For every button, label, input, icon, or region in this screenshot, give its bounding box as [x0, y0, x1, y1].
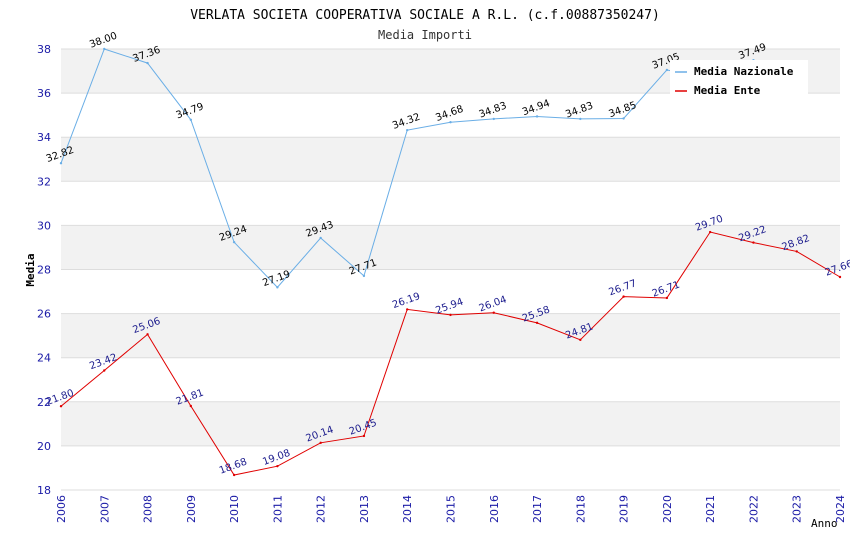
y-tick-label: 30	[37, 219, 51, 232]
band	[61, 445, 840, 490]
data-point-media-ente	[795, 250, 798, 253]
data-point-media-nazionale	[579, 117, 582, 121]
band	[61, 225, 840, 270]
band	[61, 313, 840, 358]
band	[61, 357, 840, 402]
legend: Media Nazionale Media Ente	[670, 60, 808, 97]
data-point-media-ente	[146, 333, 149, 336]
x-tick-label: 2020	[661, 495, 674, 523]
data-point-media-nazionale	[535, 115, 539, 118]
x-tick-label: 2016	[488, 495, 501, 523]
y-tick-label: 24	[37, 352, 51, 365]
x-tick-label: 2012	[315, 495, 328, 523]
x-tick-label: 2006	[55, 495, 68, 523]
x-tick-label: 2019	[618, 495, 631, 523]
x-tick-label: 2009	[185, 495, 198, 523]
y-tick-label: 36	[37, 87, 51, 100]
x-tick-label: 2011	[271, 495, 284, 523]
y-tick-label: 18	[37, 484, 51, 497]
x-axis-ticks: 2006 2007 2008 2009 2010 2011 2012 2013 2014 2015…	[55, 495, 847, 523]
x-tick-label: 2022	[747, 495, 760, 523]
y-tick-label: 20	[37, 440, 51, 453]
data-point-media-ente	[579, 338, 582, 342]
band	[61, 137, 840, 182]
y-tick-label: 38	[37, 43, 51, 56]
legend-box	[670, 60, 808, 96]
data-point-media-nazionale	[449, 121, 452, 124]
data-point-media-ente	[449, 313, 452, 317]
data-point-media-ente	[838, 275, 842, 279]
data-point-media-ente	[752, 241, 755, 244]
data-point-media-ente	[362, 434, 366, 438]
data-point-media-ente	[189, 404, 193, 408]
data-point-media-ente	[59, 405, 63, 408]
y-tick-label: 28	[37, 264, 51, 277]
data-point-media-nazionale	[362, 274, 366, 278]
data-point-media-ente	[103, 369, 106, 372]
data-point-media-ente	[276, 464, 279, 468]
x-tick-label: 2018	[574, 495, 587, 523]
y-axis-ticks: 18 20 22 24 26 28 30 32 34 36 38	[37, 43, 51, 497]
y-tick-label: 22	[37, 396, 51, 409]
x-axis-label: Anno	[811, 517, 838, 530]
data-point-media-ente	[622, 295, 625, 298]
data-point-media-nazionale	[146, 61, 149, 65]
x-tick-label: 2023	[791, 495, 804, 523]
y-tick-label: 26	[37, 308, 51, 321]
data-point-media-nazionale	[622, 117, 625, 120]
data-point-media-ente	[406, 308, 409, 311]
band	[61, 401, 840, 446]
data-label-media-nazionale: 38.00	[88, 31, 119, 51]
data-point-media-ente	[535, 321, 539, 325]
chart-subtitle: Media Importi	[378, 28, 472, 42]
data-point-media-nazionale	[319, 236, 322, 240]
legend-label-media-ente: Media Ente	[694, 84, 761, 97]
y-axis-label: Media	[24, 253, 37, 286]
legend-label-media-nazionale: Media Nazionale	[694, 65, 794, 78]
data-point-media-nazionale	[492, 117, 495, 121]
y-tick-label: 34	[37, 131, 51, 144]
data-point-media-nazionale	[189, 118, 193, 121]
x-tick-label: 2014	[401, 495, 414, 523]
x-tick-label: 2024	[834, 495, 847, 523]
data-point-media-ente	[319, 441, 322, 445]
data-point-media-ente	[492, 311, 495, 314]
x-tick-label: 2013	[358, 495, 371, 523]
data-point-media-nazionale	[406, 128, 409, 132]
data-point-media-nazionale	[232, 240, 236, 244]
gridlines	[61, 48, 840, 491]
background-bands	[61, 49, 840, 490]
x-tick-label: 2010	[228, 495, 241, 523]
data-point-media-nazionale	[59, 162, 63, 165]
x-tick-label: 2015	[445, 495, 458, 523]
data-point-media-ente	[665, 296, 669, 300]
y-tick-label: 32	[37, 175, 51, 188]
data-point-media-nazionale	[665, 68, 669, 72]
series-layer	[59, 47, 842, 477]
data-point-media-nazionale	[103, 47, 106, 51]
chart-title: VERLATA SOCIETA COOPERATIVA SOCIALE A R.…	[190, 8, 660, 23]
x-tick-label: 2021	[704, 495, 717, 523]
x-tick-label: 2017	[531, 495, 544, 523]
x-tick-label: 2008	[142, 495, 155, 523]
data-point-media-ente	[232, 473, 236, 477]
band	[61, 269, 840, 314]
band	[61, 181, 840, 226]
x-tick-label: 2007	[98, 495, 111, 523]
band	[61, 93, 840, 138]
data-point-media-ente	[708, 230, 712, 234]
data-point-media-nazionale	[276, 286, 279, 289]
